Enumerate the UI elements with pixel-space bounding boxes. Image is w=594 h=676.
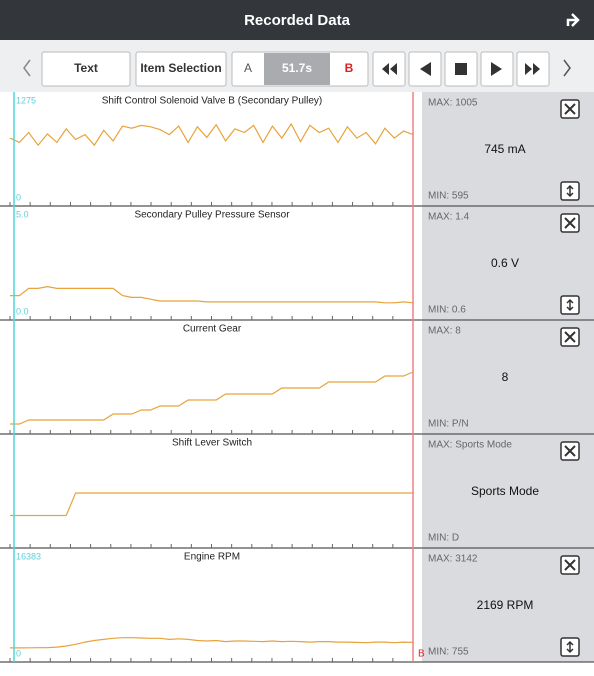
close-button[interactable] [560, 99, 580, 119]
signal-trace [10, 492, 413, 517]
min-label: MIN: 755 [428, 647, 469, 658]
resize-button[interactable] [560, 637, 580, 657]
max-label: MAX: 3142 [428, 554, 478, 565]
close-button[interactable] [560, 327, 580, 347]
close-button[interactable] [560, 441, 580, 461]
text-button-label[interactable]: Text [74, 61, 98, 75]
scale-top: 5.0 [16, 209, 29, 219]
panel-title: Current Gear [183, 324, 242, 335]
reading: 745 mA [484, 142, 525, 156]
resize-button[interactable] [560, 181, 580, 201]
close-button[interactable] [560, 213, 580, 233]
prev-page[interactable] [23, 59, 31, 77]
reading: 2169 RPM [477, 598, 534, 612]
close-button[interactable] [560, 555, 580, 575]
time-box [264, 53, 330, 85]
step-back-button[interactable] [408, 51, 442, 87]
min-label: MIN: P/N [428, 419, 469, 430]
item-selection-label[interactable]: Item Selection [140, 61, 221, 75]
fast-forward-button[interactable] [516, 51, 550, 87]
item-selection-button[interactable] [135, 51, 227, 87]
reading: 8 [502, 370, 509, 384]
play-button[interactable] [480, 51, 514, 87]
scale-top: 1275 [16, 95, 36, 105]
reading: 0.6 V [491, 256, 519, 270]
panel-title: Shift Lever Switch [172, 438, 252, 449]
max-label: MAX: 1.4 [428, 212, 470, 223]
scale-bottom: 0 [16, 192, 21, 202]
max-label: MAX: 8 [428, 326, 461, 337]
next-page[interactable] [563, 59, 571, 77]
scale-top: 16383 [16, 551, 41, 561]
min-label: MIN: 0.6 [428, 305, 466, 316]
back-icon[interactable] [566, 13, 580, 27]
signal-trace [10, 637, 414, 649]
resize-button[interactable] [560, 295, 580, 315]
scale-bottom: 0 [16, 648, 21, 658]
cursor-b-label: B [418, 649, 425, 660]
header-bar [0, 0, 594, 40]
header-title: Recorded Data [244, 12, 351, 29]
rewind-button[interactable] [372, 51, 406, 87]
text-button[interactable] [41, 51, 131, 87]
time-value: 51.7s [282, 61, 312, 75]
scale-bottom: 0.0 [16, 306, 29, 316]
min-label: MIN: 595 [428, 191, 469, 202]
max-label: MAX: 1005 [428, 98, 478, 109]
min-label: MIN: D [428, 533, 459, 544]
panel-title: Shift Control Solenoid Valve B (Secondar… [102, 96, 322, 107]
marker-b[interactable]: B [345, 61, 354, 75]
panel-title: Engine RPM [184, 552, 240, 563]
max-label: MAX: Sports Mode [428, 440, 512, 451]
signal-trace [9, 122, 414, 147]
reading: Sports Mode [471, 484, 539, 498]
signal-trace [10, 371, 414, 425]
stop-button[interactable] [444, 51, 478, 87]
signal-trace [10, 285, 414, 304]
marker-a[interactable]: A [244, 61, 252, 75]
panel-title: Secondary Pulley Pressure Sensor [134, 210, 290, 221]
